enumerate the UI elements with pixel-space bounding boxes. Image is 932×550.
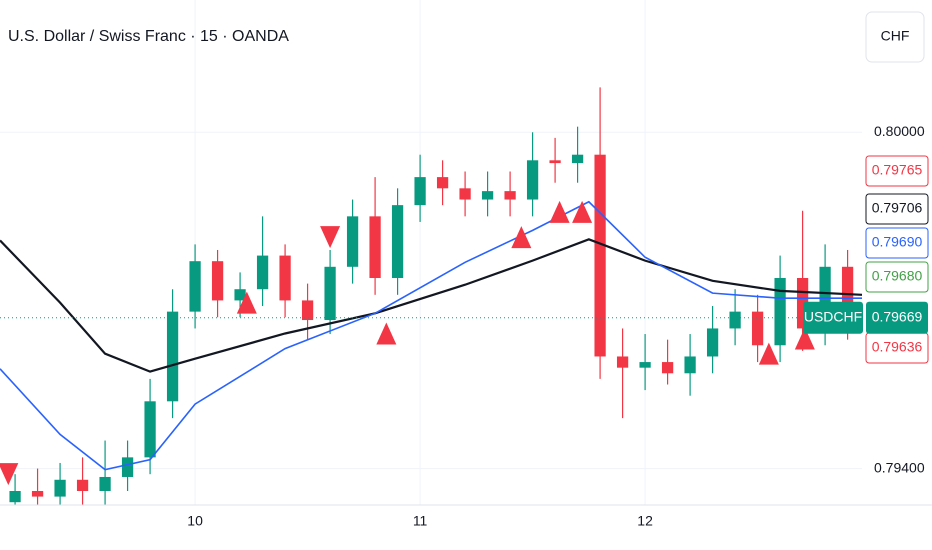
signal-up [511, 226, 532, 249]
candle-body [729, 311, 741, 329]
candle-body [76, 479, 89, 491]
candle-body [166, 311, 179, 402]
moving-average [0, 200, 862, 471]
chart-title: U.S. Dollar / Swiss Franc · 15 · OANDA [8, 28, 289, 45]
signal-up [549, 200, 570, 223]
candle-body [369, 216, 381, 279]
candle-body [279, 255, 291, 301]
candle-body [256, 255, 269, 290]
candle-body [549, 160, 561, 164]
price-badge [865, 227, 929, 259]
candle-body [706, 328, 719, 357]
last-price-badge [866, 301, 928, 334]
symbol-label: USDCHF [804, 309, 862, 325]
price-badge-label: 0.79706 [872, 200, 923, 216]
plot-area [0, 0, 862, 505]
symbol-badge [803, 301, 863, 334]
signal-up [794, 327, 815, 350]
candle-body [121, 457, 134, 477]
price-badge [865, 261, 929, 293]
candle-body [436, 177, 449, 189]
x-tick-label: 11 [413, 513, 428, 529]
candle-body [9, 490, 21, 503]
candle-body [54, 479, 66, 497]
x-tick-label: 12 [637, 513, 653, 529]
moving-average [0, 238, 862, 373]
signal-up [758, 342, 779, 365]
signal-up [236, 291, 257, 314]
price-badge-label: 0.79690 [872, 234, 923, 250]
axes: 10 11 12 0.80000 0.79400 0.79765 0.79706 0.7969… [187, 123, 929, 529]
price-badge [865, 193, 929, 225]
signal-down [0, 463, 19, 486]
candle-body [594, 154, 606, 357]
candle-body [211, 261, 224, 301]
candle-body [774, 278, 786, 346]
signal-up [376, 322, 397, 345]
candle-body [346, 216, 359, 267]
candle-body [504, 191, 516, 200]
candle-body [391, 205, 404, 279]
currency-label[interactable]: CHF [881, 28, 910, 44]
candle-body [661, 362, 674, 374]
y-tick-label: 0.80000 [874, 123, 925, 139]
candle-body [324, 266, 336, 321]
candle-body [526, 160, 539, 200]
price-badge-label: 0.79680 [872, 268, 923, 284]
candle-body [459, 188, 471, 200]
candle-body [571, 154, 584, 164]
candle-body [31, 490, 44, 497]
candle-body [751, 311, 764, 346]
candle-body [234, 289, 246, 301]
candle-body [99, 476, 111, 491]
candle-body [414, 177, 426, 206]
candle-body [189, 261, 201, 312]
candle-body [796, 278, 809, 329]
price-badge [865, 155, 929, 187]
price-badge-label: 0.79765 [872, 162, 923, 178]
y-tick-label: 0.79400 [874, 459, 925, 475]
candle-body [301, 300, 314, 321]
x-tick-label: 10 [187, 513, 203, 529]
candle-body [481, 191, 494, 200]
price-badge-label: 0.79636 [872, 339, 923, 355]
last-price-label: 0.79669 [872, 309, 923, 325]
currency-button[interactable] [865, 11, 925, 63]
candle-body [684, 356, 696, 374]
signal-up [572, 200, 593, 223]
candle-body [144, 401, 156, 458]
candle-body [841, 266, 854, 318]
candle-body [616, 356, 629, 368]
signal-down [320, 226, 341, 249]
candle-body [639, 362, 651, 368]
